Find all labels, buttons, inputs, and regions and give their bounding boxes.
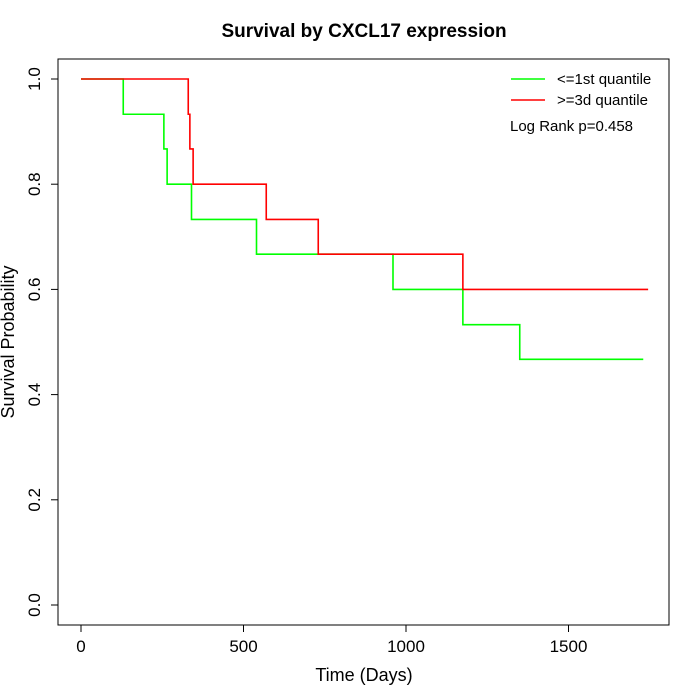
- x-tick-label: 0: [76, 637, 85, 656]
- y-tick-label: 0.2: [25, 488, 44, 512]
- y-tick-label: 0.6: [25, 278, 44, 302]
- y-tick-label: 0.8: [25, 172, 44, 196]
- y-tick-label: 0.0: [25, 593, 44, 617]
- log-rank-annotation: Log Rank p=0.458: [510, 118, 633, 135]
- series-line-2: [81, 78, 649, 291]
- series-line-1: [81, 78, 644, 361]
- x-tick-label: 500: [229, 637, 257, 656]
- series-layer: [81, 78, 649, 361]
- plot-frame: [57, 58, 670, 626]
- legend-label-2: >=3d quantile: [557, 92, 648, 109]
- y-axis: 0.0 0.2 0.4 0.6 0.8 1.0: [25, 67, 59, 617]
- legend: <=1st quantile >=3d quantile: [511, 71, 651, 109]
- x-tick-label: 1000: [387, 637, 425, 656]
- y-tick-label: 0.4: [25, 383, 44, 407]
- legend-label-1: <=1st quantile: [557, 71, 651, 88]
- x-tick-label: 1500: [550, 637, 588, 656]
- x-axis: 0 500 1000 1500: [76, 624, 588, 656]
- y-axis-label: Survival Probability: [0, 265, 18, 418]
- x-axis-label: Time (Days): [315, 665, 412, 685]
- chart-title: Survival by CXCL17 expression: [221, 21, 506, 42]
- y-tick-label: 1.0: [25, 67, 44, 91]
